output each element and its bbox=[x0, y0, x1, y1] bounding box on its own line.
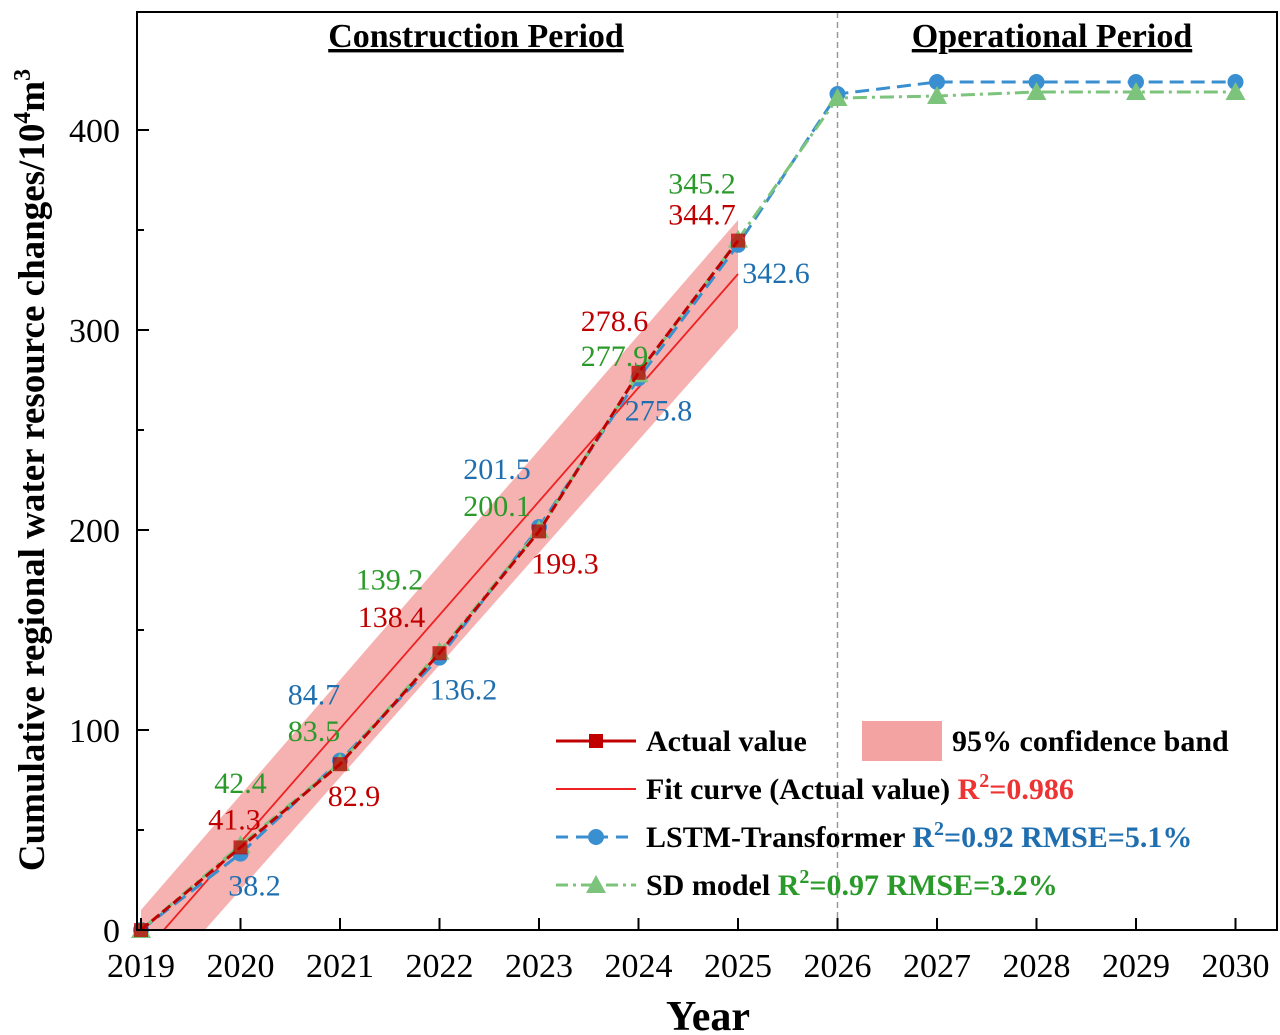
data-label: 345.2 bbox=[668, 168, 736, 201]
legend-lstm-stat-value: =0.92 RMSE=5.1% bbox=[944, 821, 1192, 854]
actual-value-point bbox=[731, 233, 745, 248]
legend-fit-stat: R bbox=[958, 773, 980, 806]
data-label: 342.6 bbox=[742, 257, 810, 290]
data-label: 82.9 bbox=[328, 780, 381, 813]
y-axis-title: Cumulative regional water resource chang… bbox=[10, 69, 53, 871]
y-tick-label: 100 bbox=[69, 713, 120, 750]
legend-lstm-stat: R bbox=[912, 821, 934, 854]
x-axis-title: Year bbox=[666, 994, 750, 1035]
data-label: 275.8 bbox=[625, 394, 693, 427]
y-axis-title-sup2: 3 bbox=[10, 69, 36, 81]
legend-sd-label: SD model R2=0.97 RMSE=3.2% bbox=[646, 866, 1058, 902]
x-tick-label: 2026 bbox=[804, 948, 872, 985]
y-tick-label: 200 bbox=[69, 513, 120, 550]
legend-actual-label: Actual value bbox=[646, 725, 807, 758]
x-tick-label: 2024 bbox=[605, 948, 673, 985]
sd-model-point bbox=[1126, 82, 1146, 100]
y-axis-title-unit: m bbox=[12, 81, 53, 112]
data-label-layer: 42.441.3 38.2 84.783.5 82.9 139.2 138.4 136.2 2… bbox=[208, 168, 810, 903]
y-tick-label: 0 bbox=[103, 913, 120, 950]
data-label: 200.1 bbox=[463, 490, 531, 523]
x-tick-label: 2029 bbox=[1102, 948, 1170, 985]
x-tick-label: 2020 bbox=[207, 948, 275, 985]
legend-fit-stat-sup: 2 bbox=[979, 770, 989, 792]
y-axis-title-sup1: 4 bbox=[10, 112, 36, 124]
construction-period-label: Construction Period bbox=[328, 18, 624, 55]
y-tick-label: 400 bbox=[69, 113, 120, 150]
legend-sd-stat-sup: 2 bbox=[799, 866, 809, 888]
x-tick-label: 2021 bbox=[306, 948, 374, 985]
sd-model-point bbox=[927, 86, 947, 104]
confidence-band bbox=[141, 220, 738, 930]
legend-band-label: 95% confidence band bbox=[952, 725, 1229, 758]
y-tick-label: 300 bbox=[69, 313, 120, 350]
data-label: 38.2 bbox=[228, 870, 281, 903]
legend-fit-name: Fit curve (Actual value) bbox=[646, 773, 958, 806]
x-tick-label: 2022 bbox=[406, 948, 474, 985]
legend-lstm-label: LSTM-Transformer R2=0.92 RMSE=5.1% bbox=[646, 818, 1192, 854]
sd-model-point bbox=[1026, 82, 1047, 100]
legend-sd-stat: R bbox=[778, 869, 800, 902]
series-layer bbox=[131, 74, 1246, 938]
data-label: 139.2 bbox=[356, 564, 424, 597]
legend-actual-symbol-marker bbox=[589, 734, 603, 748]
data-label: 42.4 bbox=[214, 767, 267, 800]
legend-lstm-symbol-marker bbox=[588, 829, 604, 845]
y-axis-title-main: Cumulative regional water resource chang… bbox=[12, 124, 53, 871]
lstm-transformer-point bbox=[929, 74, 945, 90]
lstm-transformer-line bbox=[140, 80, 1236, 930]
confidence-band-layer bbox=[141, 220, 738, 930]
sd-model-point bbox=[1225, 82, 1246, 100]
actual-value-point bbox=[333, 757, 347, 772]
x-tick-label: 2023 bbox=[505, 948, 573, 985]
sd-model-point bbox=[827, 88, 848, 106]
data-label: 277.9 bbox=[581, 340, 649, 373]
data-label: 201.5 bbox=[463, 453, 531, 486]
operational-period-label: Operational Period bbox=[912, 18, 1193, 55]
legend-sd-stat-value: =0.97 RMSE=3.2% bbox=[809, 869, 1057, 902]
legend-sd-name: SD model bbox=[646, 869, 778, 902]
actual-value-point bbox=[432, 646, 447, 661]
data-label: 278.6 bbox=[581, 305, 649, 338]
legend-sd-symbol-marker bbox=[586, 875, 606, 893]
data-label: 138.4 bbox=[358, 601, 426, 634]
legend-fit-stat-value: =0.986 bbox=[989, 773, 1074, 806]
actual-value-point bbox=[631, 365, 646, 380]
axes-layer: 2019 2020 2021 2022 2023 2024 2025 2026 2027 2028… bbox=[69, 11, 1278, 985]
x-tick-label: 2030 bbox=[1202, 948, 1270, 985]
plot-frame bbox=[136, 11, 1278, 931]
legend-lstm-name: LSTM-Transformer bbox=[646, 821, 912, 854]
data-label: 41.3 bbox=[208, 803, 261, 836]
x-tick-label: 2027 bbox=[903, 948, 971, 985]
data-label: 199.3 bbox=[531, 547, 599, 580]
legend-fit-label: Fit curve (Actual value) R2=0.986 bbox=[646, 770, 1074, 806]
data-label: 84.7 bbox=[288, 679, 341, 712]
actual-value-point bbox=[532, 524, 546, 539]
sd-model-line bbox=[140, 90, 1236, 930]
x-tick-label: 2019 bbox=[107, 948, 175, 985]
legend-lstm-stat-sup: 2 bbox=[934, 818, 944, 840]
x-tick-label: 2028 bbox=[1003, 948, 1071, 985]
data-label: 344.7 bbox=[668, 199, 736, 232]
x-tick-label: 2025 bbox=[704, 948, 772, 985]
data-label: 83.5 bbox=[288, 715, 341, 748]
data-label: 136.2 bbox=[430, 674, 498, 707]
actual-value-point bbox=[233, 840, 248, 855]
legend-band-swatch bbox=[862, 721, 942, 761]
legend: Actual value 95% confidence band Fit curve… bbox=[556, 721, 1229, 902]
